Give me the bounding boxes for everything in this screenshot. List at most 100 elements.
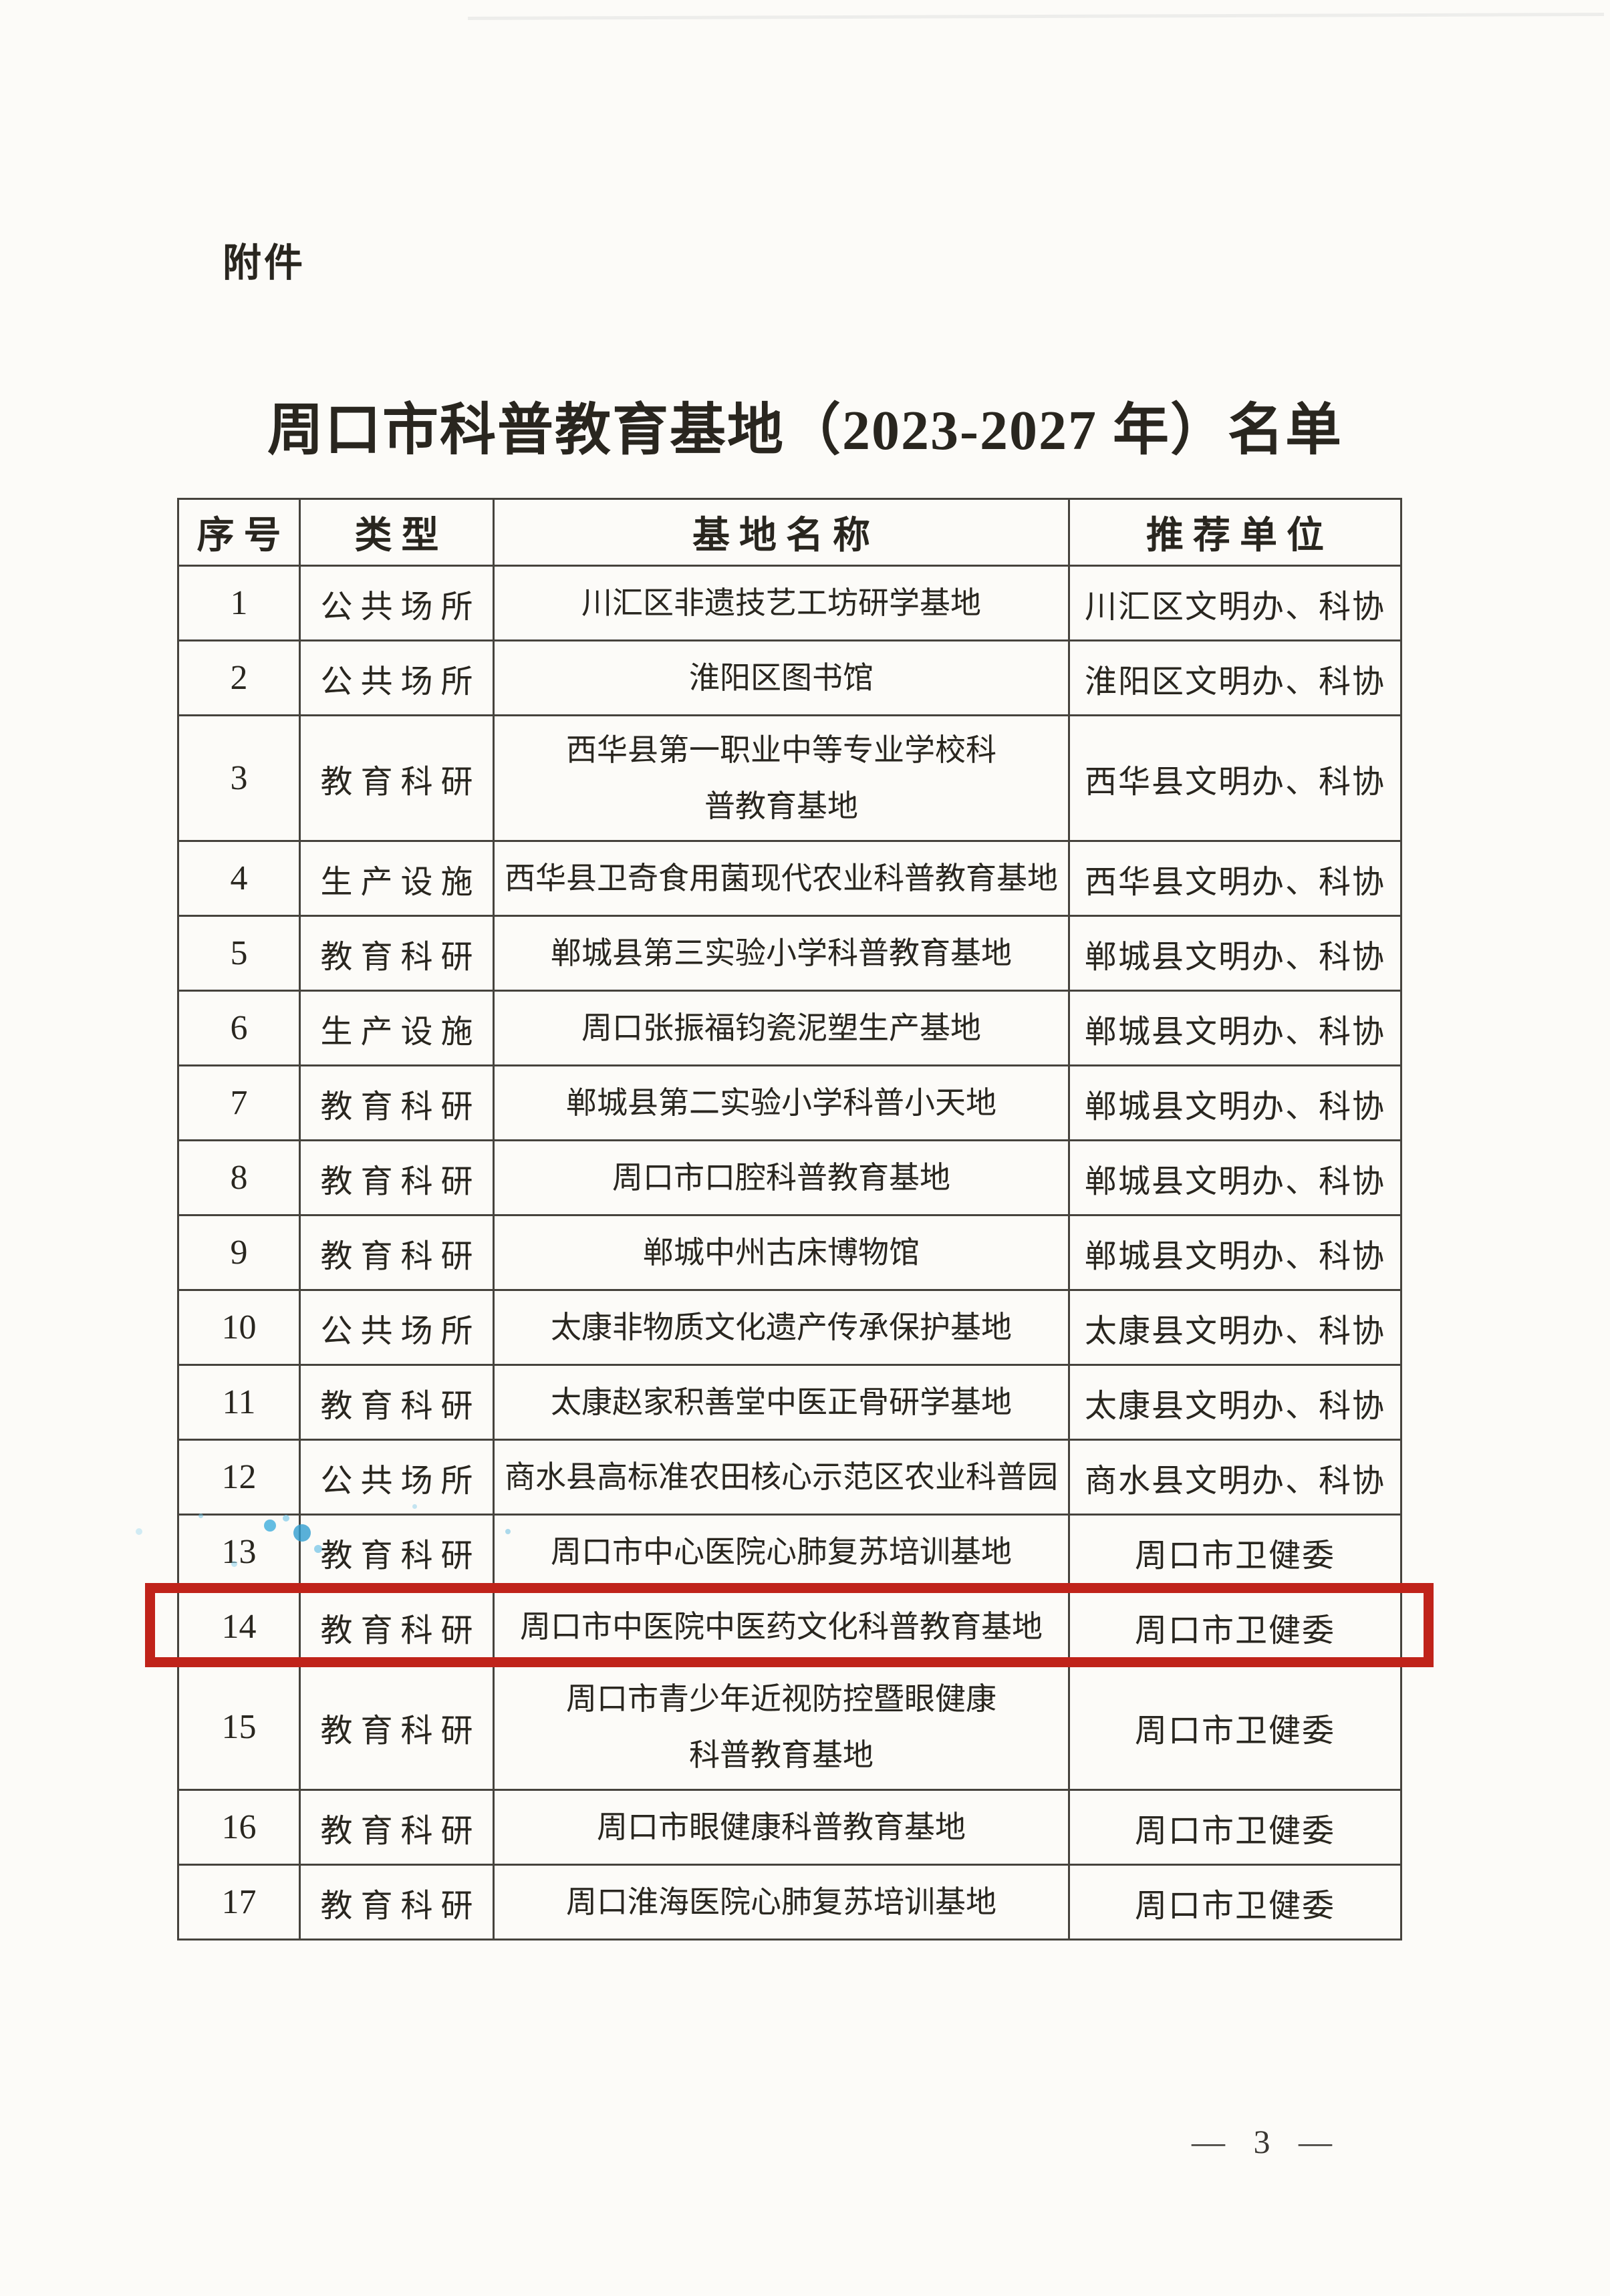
base-name-line: 周口市眼健康科普教育基地 <box>597 1810 966 1844</box>
cell-unit: 郸城县文明办、科协 <box>1068 990 1402 1066</box>
base-name-line: 周口张振福钧瓷泥塑生产基地 <box>581 1010 981 1045</box>
cell-name: 周口市中心医院心肺复苏培训基地 <box>493 1514 1070 1590</box>
base-name-line: 郸城县第二实验小学科普小天地 <box>566 1085 996 1120</box>
cell-unit: 太康县文明办、科协 <box>1068 1364 1402 1441</box>
cell-name: 周口市眼健康科普教育基地 <box>493 1789 1070 1866</box>
cell-name: 川汇区非遗技艺工坊研学基地 <box>493 565 1070 641</box>
cell-type: 教育科研 <box>299 1663 495 1791</box>
base-name-line: 郸城县第三实验小学科普教育基地 <box>551 936 1012 970</box>
table-row: 9 教育科研 郸城中州古床博物馆 郸城县文明办、科协 <box>177 1214 1402 1291</box>
header-type: 类型 <box>299 498 495 567</box>
cell-name: 西华县卫奇食用菌现代农业科普教育基地 <box>493 840 1070 917</box>
cell-name: 周口市青少年近视防控暨眼健康 科普教育基地 <box>493 1663 1070 1791</box>
cell-type: 教育科研 <box>299 1214 495 1291</box>
cell-name: 商水县高标准农田核心示范区农业科普园 <box>493 1439 1070 1516</box>
cell-index: 14 <box>177 1588 301 1665</box>
cell-type: 教育科研 <box>299 1864 495 1941</box>
cell-index: 1 <box>177 565 301 641</box>
cell-type: 教育科研 <box>299 1064 495 1141</box>
cell-name: 太康赵家积善堂中医正骨研学基地 <box>493 1364 1070 1441</box>
base-name-line: 太康非物质文化遗产传承保护基地 <box>551 1310 1012 1344</box>
cell-type: 生产设施 <box>299 990 495 1066</box>
cell-index: 7 <box>177 1064 301 1141</box>
table-row: 7 教育科研 郸城县第二实验小学科普小天地 郸城县文明办、科协 <box>177 1064 1402 1141</box>
cell-unit: 郸城县文明办、科协 <box>1068 915 1402 992</box>
cell-name: 太康非物质文化遗产传承保护基地 <box>493 1289 1070 1366</box>
cell-type: 教育科研 <box>299 1364 495 1441</box>
cell-name: 周口张振福钧瓷泥塑生产基地 <box>493 990 1070 1066</box>
cell-name: 周口市口腔科普教育基地 <box>493 1139 1070 1216</box>
cell-type: 教育科研 <box>299 1588 495 1665</box>
cell-name: 周口淮海医院心肺复苏培训基地 <box>493 1864 1070 1941</box>
cell-type: 教育科研 <box>299 714 495 842</box>
cell-unit: 郸城县文明办、科协 <box>1068 1064 1402 1141</box>
base-name-line: 普教育基地 <box>704 788 858 823</box>
ink-smudge-dot <box>293 1524 311 1542</box>
cell-unit: 周口市卫健委 <box>1068 1789 1402 1866</box>
document-title: 周口市科普教育基地（2023-2027 年）名单 <box>267 400 1343 462</box>
table-row: 3 教育科研 西华县第一职业中等专业学校科 普教育基地 西华县文明办、科协 <box>177 714 1402 842</box>
cell-index: 6 <box>177 990 301 1066</box>
base-name-line: 西华县卫奇食用菌现代农业科普教育基地 <box>505 861 1058 895</box>
base-name-line: 西华县第一职业中等专业学校科 <box>566 732 996 767</box>
cell-index: 9 <box>177 1214 301 1291</box>
ink-smudge-dot <box>314 1545 322 1553</box>
table-row: 2 公共场所 淮阳区图书馆 淮阳区文明办、科协 <box>177 639 1402 716</box>
ink-smudge-dot <box>198 1513 203 1518</box>
table-row: 1 公共场所 川汇区非遗技艺工坊研学基地 川汇区文明办、科协 <box>177 565 1402 641</box>
cell-index: 2 <box>177 639 301 716</box>
cell-name: 郸城中州古床博物馆 <box>493 1214 1070 1291</box>
cell-index: 13 <box>177 1514 301 1590</box>
cell-unit: 西华县文明办、科协 <box>1068 840 1402 917</box>
table-row: 15 教育科研 周口市青少年近视防控暨眼健康 科普教育基地 周口市卫健委 <box>177 1663 1402 1791</box>
page-number: — 3 — <box>1192 2123 1335 2160</box>
base-name-line: 太康赵家积善堂中医正骨研学基地 <box>551 1385 1012 1419</box>
table-row: 11 教育科研 太康赵家积善堂中医正骨研学基地 太康县文明办、科协 <box>177 1364 1402 1441</box>
ink-smudge-dot <box>505 1529 511 1534</box>
cell-index: 8 <box>177 1139 301 1216</box>
cell-unit: 周口市卫健委 <box>1068 1663 1402 1791</box>
cell-name: 西华县第一职业中等专业学校科 普教育基地 <box>493 714 1070 842</box>
base-name-line: 淮阳区图书馆 <box>689 660 874 695</box>
cell-index: 3 <box>177 714 301 842</box>
cell-unit: 淮阳区文明办、科协 <box>1068 639 1402 716</box>
cell-type: 教育科研 <box>299 1139 495 1216</box>
ink-smudge-dot <box>231 1560 237 1567</box>
cell-unit: 郸城县文明办、科协 <box>1068 1139 1402 1216</box>
ink-smudge-dot <box>136 1528 142 1535</box>
cell-index: 10 <box>177 1289 301 1366</box>
cell-type: 教育科研 <box>299 915 495 992</box>
cell-type: 教育科研 <box>299 1514 495 1590</box>
cell-index: 16 <box>177 1789 301 1866</box>
cell-index: 11 <box>177 1364 301 1441</box>
table-row: 8 教育科研 周口市口腔科普教育基地 郸城县文明办、科协 <box>177 1139 1402 1216</box>
ink-smudge-dot <box>264 1520 276 1532</box>
cell-type: 公共场所 <box>299 1439 495 1516</box>
table-row: 13 教育科研 周口市中心医院心肺复苏培训基地 周口市卫健委 <box>177 1514 1402 1590</box>
table-row: 6 生产设施 周口张振福钧瓷泥塑生产基地 郸城县文明办、科协 <box>177 990 1402 1066</box>
base-name-line: 周口市中医院中医药文化科普教育基地 <box>520 1609 1043 1644</box>
cell-type: 生产设施 <box>299 840 495 917</box>
cell-unit: 西华县文明办、科协 <box>1068 714 1402 842</box>
table-row: 17 教育科研 周口淮海医院心肺复苏培训基地 周口市卫健委 <box>177 1864 1402 1941</box>
ink-smudge-dot <box>412 1503 417 1509</box>
cell-type: 公共场所 <box>299 565 495 641</box>
base-name-line: 周口淮海医院心肺复苏培训基地 <box>566 1884 996 1919</box>
table-row: 12 公共场所 商水县高标准农田核心示范区农业科普园 商水县文明办、科协 <box>177 1439 1402 1516</box>
header-no: 序号 <box>177 498 301 567</box>
cell-unit: 周口市卫健委 <box>1068 1514 1402 1590</box>
attachment-label: 附件 <box>223 241 306 285</box>
table-row: 10 公共场所 太康非物质文化遗产传承保护基地 太康县文明办、科协 <box>177 1289 1402 1366</box>
base-name-line: 科普教育基地 <box>689 1737 874 1772</box>
bases-table: 序号 类型 基地名称 推荐单位 1 公共场所 川汇区非遗技艺工坊研学基地 川汇区… <box>177 498 1402 1941</box>
cell-unit: 太康县文明办、科协 <box>1068 1289 1402 1366</box>
cell-unit: 周口市卫健委 <box>1068 1864 1402 1941</box>
ink-smudge-dot <box>283 1515 289 1522</box>
base-name-line: 郸城中州古床博物馆 <box>643 1235 920 1270</box>
cell-index: 12 <box>177 1439 301 1516</box>
table-body: 1 公共场所 川汇区非遗技艺工坊研学基地 川汇区文明办、科协 2 公共场所 淮阳… <box>177 565 1402 1941</box>
cell-name: 郸城县第二实验小学科普小天地 <box>493 1064 1070 1141</box>
header-name: 基地名称 <box>493 498 1070 567</box>
table-row: 16 教育科研 周口市眼健康科普教育基地 周口市卫健委 <box>177 1789 1402 1866</box>
